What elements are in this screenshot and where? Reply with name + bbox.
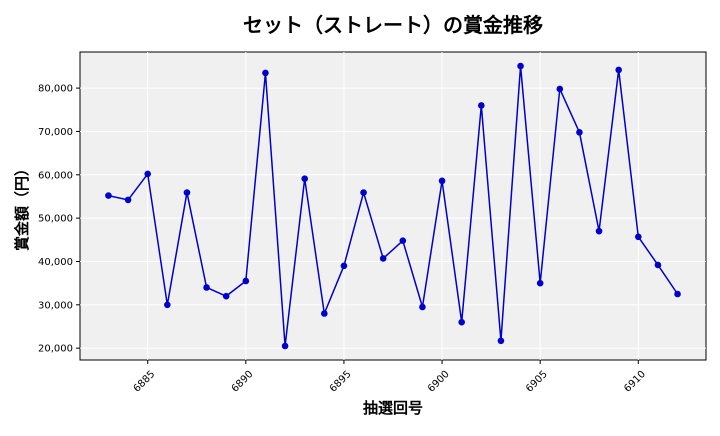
data-point xyxy=(203,284,210,291)
data-point xyxy=(144,170,152,178)
data-point xyxy=(576,129,583,136)
y-tick-label: 40,000 xyxy=(38,257,73,268)
data-point xyxy=(183,189,191,196)
data-point xyxy=(438,177,446,185)
grid-layer xyxy=(80,52,706,360)
y-tick-label: 60,000 xyxy=(38,170,73,181)
data-point xyxy=(634,233,642,241)
series-line xyxy=(108,65,679,347)
data-point xyxy=(360,189,367,196)
data-point xyxy=(497,337,505,345)
data-point xyxy=(674,290,681,298)
data-point xyxy=(556,85,564,93)
x-tick-label: 6895 xyxy=(328,369,354,395)
y-tick-label: 50,000 xyxy=(38,214,73,225)
data-point xyxy=(654,261,662,269)
data-point xyxy=(301,175,308,182)
chart-title: セット（ストレート）の賞金推移 xyxy=(243,13,543,37)
data-point xyxy=(262,69,269,77)
data-point xyxy=(242,277,250,285)
x-tick-label: 6900 xyxy=(426,369,452,395)
y-tick-label: 20,000 xyxy=(38,344,73,355)
data-point xyxy=(517,62,524,70)
data-point xyxy=(399,237,407,244)
x-tick-label: 6910 xyxy=(622,369,648,395)
data-point xyxy=(478,102,485,109)
x-tick-label: 6890 xyxy=(230,369,256,395)
data-point xyxy=(321,310,328,317)
data-point xyxy=(536,279,544,287)
data-point xyxy=(458,318,465,326)
data-point xyxy=(379,255,387,262)
data-point xyxy=(164,301,171,309)
y-tick-label: 70,000 xyxy=(38,127,73,138)
x-axis: 6885 6890 6895 6900 6905 6910 xyxy=(132,360,648,395)
x-tick-label: 6885 xyxy=(132,369,158,395)
data-point xyxy=(595,227,603,235)
data-point xyxy=(281,342,289,350)
y-axis: 20,000 30,000 40,000 50,000 60,000 70,000 80,0… xyxy=(38,84,80,355)
data-point xyxy=(340,262,348,270)
data-point xyxy=(105,192,112,199)
data-point xyxy=(615,66,622,74)
data-point xyxy=(419,303,426,311)
y-axis-label: 賞金額（円） xyxy=(13,161,31,251)
series-layer xyxy=(105,62,681,350)
plot-area xyxy=(79,51,707,361)
x-axis-label: 抽選回号 xyxy=(363,399,423,417)
y-tick-label: 30,000 xyxy=(38,300,73,311)
y-tick-label: 80,000 xyxy=(38,84,73,95)
data-point xyxy=(222,292,230,300)
data-point xyxy=(124,196,132,204)
x-tick-label: 6905 xyxy=(524,369,550,395)
